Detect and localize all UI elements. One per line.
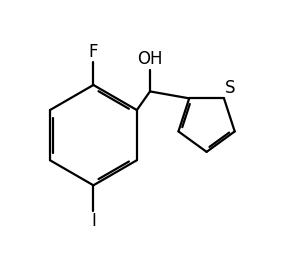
Text: S: S (225, 79, 236, 97)
Text: F: F (89, 43, 98, 61)
Text: I: I (91, 212, 96, 230)
Text: OH: OH (137, 50, 163, 68)
